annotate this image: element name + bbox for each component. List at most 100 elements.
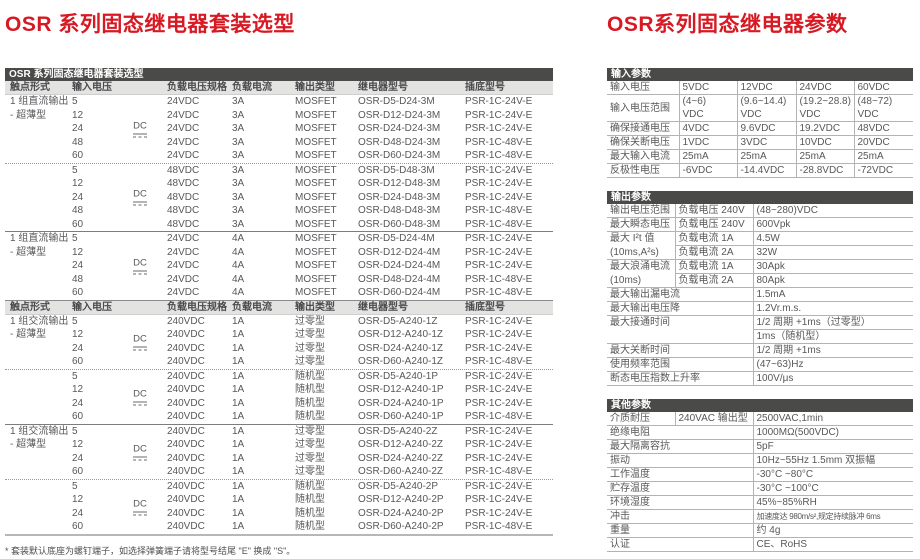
load-voltage-cell: 240VDC xyxy=(167,439,205,450)
param-value-cell: 100V/μs xyxy=(753,371,913,386)
load-voltage-cell: 24VDC xyxy=(167,123,200,134)
load-voltage-cell: 240VDC xyxy=(167,329,205,340)
table-row: 介质耐压 240VAC 输出型 2500VAC,1min xyxy=(607,412,913,426)
param-value-cell: 25mA xyxy=(737,149,797,164)
dc-solid-line xyxy=(133,133,147,135)
table-row: 5 240VDC 1A 随机型 OSR-D5-A240-1P PSR-1C-24V-E xyxy=(5,370,553,384)
table-row: 最大输入电流 25mA 25mA 25mA 25mA xyxy=(607,149,913,164)
relay-model-cell: OSR-D12-A240-2Z xyxy=(358,439,444,450)
input-voltage-cell: 5 xyxy=(72,96,78,107)
input-voltage-cell: 48 xyxy=(72,205,84,216)
output-type-cell: 过零型 xyxy=(295,356,325,367)
load-current-cell: 1A xyxy=(232,494,245,505)
param-label-cell: 确保接通电压 xyxy=(607,121,680,136)
label-spacer xyxy=(5,259,67,273)
input-voltage-cell: 60 xyxy=(72,218,84,230)
label-spacer xyxy=(5,122,67,136)
output-type-cell: 随机型 xyxy=(295,370,325,382)
selection-page-title: OSR 系列固态继电器套装选型 xyxy=(5,13,295,36)
relay-model-cell: OSR-D12-A240-2P xyxy=(358,494,444,505)
param-value-cell: 5VDC xyxy=(679,81,738,95)
socket-model-cell: PSR-1C-48V-E xyxy=(465,521,533,532)
input-voltage-cell: 5 xyxy=(72,164,78,176)
relay-model-cell: OSR-D24-D48-3M xyxy=(358,191,441,203)
load-current-cell: 1A xyxy=(232,356,245,367)
param-value-cell: 30Apk xyxy=(753,259,913,274)
load-current-cell: 4A xyxy=(232,260,245,271)
dc-dashed-line xyxy=(133,204,147,206)
param-value-cell: (48~280)VDC xyxy=(753,204,913,218)
relay-model-cell: OSR-D5-A240-1Z xyxy=(358,315,438,327)
table-row: 最大瞬态电压 负载电压 240V 600Vpk xyxy=(607,217,913,232)
relay-model-cell: OSR-D5-A240-1P xyxy=(358,370,439,382)
socket-model-cell: PSR-1C-24V-E xyxy=(465,397,533,409)
column-header: 继电器型号 xyxy=(358,301,408,313)
label-spacer xyxy=(5,149,67,163)
dc-symbol-icon: DC xyxy=(129,498,151,515)
input-voltage-cell: 5 xyxy=(72,370,78,382)
relay-model-cell: OSR-D60-D48-3M xyxy=(358,218,441,230)
dc-symbol-icon: DC xyxy=(129,443,151,460)
output-type-cell: MOSFET xyxy=(295,150,337,161)
output-type-cell: 随机型 xyxy=(295,411,325,422)
column-header: 负载电压规格 xyxy=(167,82,227,93)
label-spacer xyxy=(5,507,67,521)
load-voltage-cell: 24VDC xyxy=(167,136,200,148)
param-value-cell: 9.6VDC xyxy=(737,121,797,136)
param-value-cell: 4VDC xyxy=(679,121,738,136)
table-row: 5 24VDC 4A MOSFET OSR-D5-D24-4M PSR-1C-24V-E xyxy=(5,232,553,246)
input-voltage-cell: 24 xyxy=(72,342,84,354)
label-spacer xyxy=(5,397,67,411)
table-row: 24 240VDC 1A 随机型 OSR-D24-A240-1P PSR-1C-24V-E xyxy=(5,397,553,411)
label-spacer xyxy=(5,177,67,191)
dc-dashed-line xyxy=(133,136,147,138)
load-current-cell: 1A xyxy=(232,370,245,382)
param-value-cell: 2500VAC,1min xyxy=(753,412,913,426)
load-current-cell: 1A xyxy=(232,384,245,395)
load-voltage-cell: 24VDC xyxy=(167,287,200,298)
selection-table-header-bar: OSR 系列固态继电器套装选型 xyxy=(5,68,553,81)
param-value-cell: 19.2VDC xyxy=(796,121,855,136)
table-row: 12 240VDC 1A 随机型 OSR-D12-A240-1P PSR-1C-24V-E xyxy=(5,383,553,397)
load-voltage-cell: 240VDC xyxy=(167,480,205,492)
params-table: 输入参数 输入电压 5VDC 12VDC 24VDC 60VDC 输入电压范围 (4~6) V… xyxy=(607,68,913,178)
load-current-cell: 1A xyxy=(232,452,245,464)
load-current-cell: 1A xyxy=(232,329,245,340)
dc-symbol-text: DC xyxy=(133,120,147,132)
param-value-cell: -72VDC xyxy=(854,163,913,178)
param-value-cell: 1000MΩ(500VDC) xyxy=(753,425,913,440)
table-row: 工作温度 -30°C ~80°C xyxy=(607,467,913,482)
load-current-cell: 3A xyxy=(232,150,245,161)
param-value-cell: (48~72) VDC xyxy=(854,94,913,122)
param-label-cell: 输入电压 xyxy=(607,81,680,95)
output-type-cell: MOSFET xyxy=(295,164,337,176)
selection-block: 1 组直流输出 - 超薄型 DC 5 24VDC 4A MOSFET OSR-D5-D24-… xyxy=(5,231,553,300)
output-type-cell: MOSFET xyxy=(295,136,337,148)
label-spacer xyxy=(5,520,67,534)
input-voltage-cell: 24 xyxy=(72,260,84,271)
dc-symbol-icon: DC xyxy=(129,388,151,405)
load-current-cell: 1A xyxy=(232,439,245,450)
dc-solid-line xyxy=(133,346,147,347)
column-header: 插底型号 xyxy=(465,82,505,93)
param-value-cell: 加速度达 980m/s²,规定持续脉冲 6ms xyxy=(753,509,913,524)
param-value-cell: 10VDC xyxy=(796,135,855,150)
table-row: 输入电压 5VDC 12VDC 24VDC 60VDC xyxy=(607,81,913,95)
output-type-cell: MOSFET xyxy=(295,178,337,189)
socket-model-cell: PSR-1C-48V-E xyxy=(465,287,533,298)
socket-model-cell: PSR-1C-48V-E xyxy=(465,466,533,477)
socket-model-cell: PSR-1C-48V-E xyxy=(465,218,533,230)
label-spacer xyxy=(5,342,67,356)
params-table: 输出参数 输出电压范围 负载电压 240V (48~280)VDC 最大瞬态电压 负载电压… xyxy=(607,191,913,386)
load-current-cell: 3A xyxy=(232,123,245,134)
load-voltage-cell: 240VDC xyxy=(167,370,205,382)
output-type-cell: 过零型 xyxy=(295,342,325,354)
load-voltage-cell: 24VDC xyxy=(167,150,200,161)
dc-spacer xyxy=(125,425,162,439)
dc-spacer xyxy=(125,465,162,479)
relay-model-cell: OSR-D60-A240-2P xyxy=(358,521,444,532)
load-current-cell: 1A xyxy=(232,315,245,327)
param-label-cell: 贮存温度 xyxy=(607,481,754,496)
input-voltage-cell: 24 xyxy=(72,507,84,519)
params-tables: 输入参数 输入电压 5VDC 12VDC 24VDC 60VDC 输入电压范围 (4~6) V… xyxy=(607,68,913,552)
